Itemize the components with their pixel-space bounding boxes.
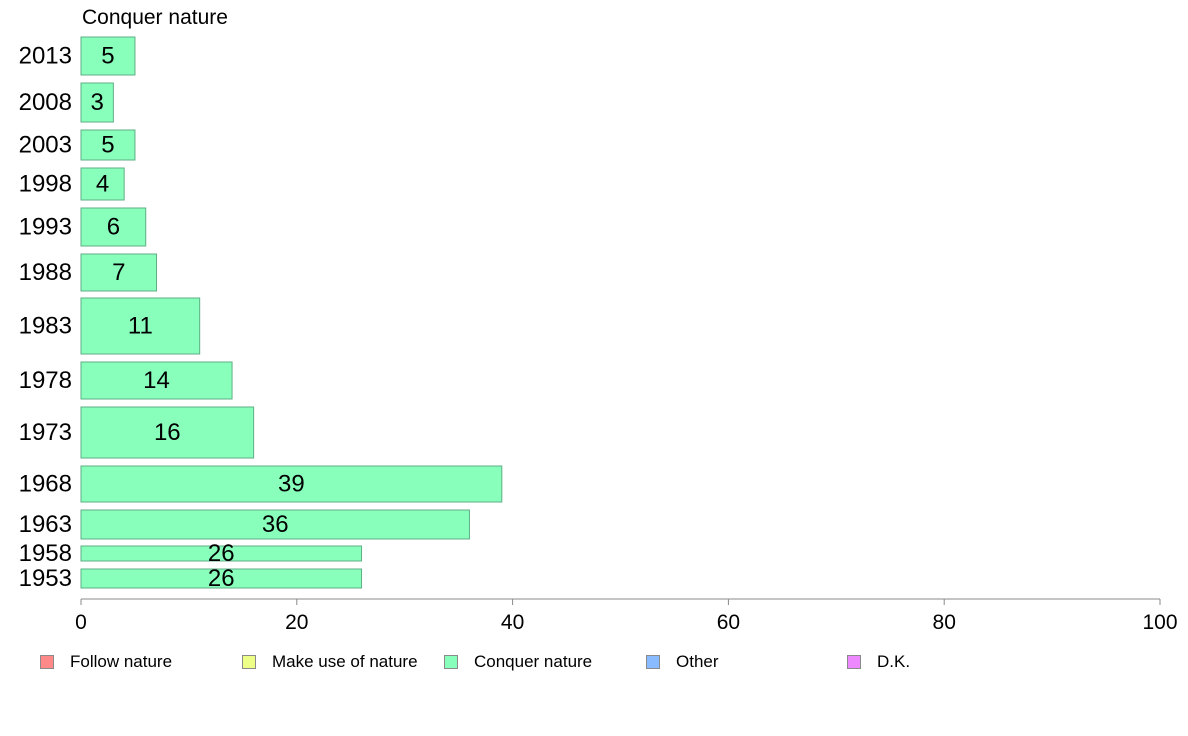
data-label-2003: 5 xyxy=(101,132,114,159)
y-tick-label-2008: 2008 xyxy=(19,89,72,116)
y-tick-label-1968: 1968 xyxy=(19,471,72,498)
y-tick-label-1958: 1958 xyxy=(19,540,72,567)
chart-title: Conquer nature xyxy=(82,6,228,29)
bar-1983 xyxy=(80,297,201,355)
y-tick-label-1993: 1993 xyxy=(19,214,72,241)
bar-1993 xyxy=(80,207,147,247)
legend-label: Other xyxy=(676,652,719,671)
y-tick-label-1953: 1953 xyxy=(19,565,72,592)
bar-2013 xyxy=(80,36,136,76)
x-tick-label-40: 40 xyxy=(501,611,524,634)
data-label-2008: 3 xyxy=(91,89,104,116)
data-label-1988: 7 xyxy=(112,259,125,286)
x-tick-label-0: 0 xyxy=(75,611,87,634)
legend-label: Follow nature xyxy=(70,652,173,671)
data-label-1983: 11 xyxy=(128,313,153,340)
bar-1953 xyxy=(80,568,363,589)
data-label-1963: 36 xyxy=(262,511,289,538)
data-label-2013: 5 xyxy=(101,43,114,70)
legend-label: Make use of nature xyxy=(272,652,418,671)
legend-item: Other xyxy=(646,650,719,674)
y-tick-label-1988: 1988 xyxy=(19,259,72,286)
data-label-1998: 4 xyxy=(96,171,109,198)
bar-1998 xyxy=(80,167,125,201)
legend: Follow nature Make use of nature Conquer n… xyxy=(0,650,1188,674)
legend-item: Conquer nature xyxy=(444,650,592,674)
data-label-1978: 14 xyxy=(143,367,170,394)
bar-2003 xyxy=(80,129,136,161)
y-tick-label-1998: 1998 xyxy=(19,171,72,198)
y-tick-label-2013: 2013 xyxy=(19,43,72,70)
legend-label: Conquer nature xyxy=(474,652,593,671)
plot-area: 5 2013 3 2008 5 2003 4 1998 6 1993 7 1988 11 1983 14 19… xyxy=(19,36,1178,634)
data-label-1958: 26 xyxy=(208,540,235,567)
data-label-1993: 6 xyxy=(107,214,120,241)
bar-1978 xyxy=(80,361,233,400)
x-tick-label-80: 80 xyxy=(933,611,956,634)
y-tick-label-1983: 1983 xyxy=(19,313,72,340)
bar-1968 xyxy=(80,465,503,503)
legend-swatch xyxy=(444,655,458,669)
y-tick-label-1978: 1978 xyxy=(19,367,72,394)
bar-1958 xyxy=(80,545,363,562)
legend-item: Make use of nature xyxy=(242,650,418,674)
legend-item: D.K. xyxy=(847,650,910,674)
x-tick-label-60: 60 xyxy=(717,611,740,634)
x-tick-label-100: 100 xyxy=(1142,611,1177,634)
bar-2008 xyxy=(80,82,114,123)
data-label-1953: 26 xyxy=(208,565,235,592)
y-tick-label-2003: 2003 xyxy=(19,132,72,159)
legend-item: Follow nature xyxy=(40,650,172,674)
legend-swatch xyxy=(40,655,54,669)
legend-swatch xyxy=(242,655,256,669)
data-label-1973: 16 xyxy=(154,419,181,446)
legend-label: D.K. xyxy=(877,652,911,671)
bar-1963 xyxy=(80,509,470,540)
x-tick-label-20: 20 xyxy=(285,611,308,634)
y-tick-label-1963: 1963 xyxy=(19,511,72,538)
bar-1973 xyxy=(80,406,255,459)
legend-swatch xyxy=(646,655,660,669)
data-label-1968: 39 xyxy=(278,471,305,498)
legend-swatch xyxy=(847,655,861,669)
y-tick-label-1973: 1973 xyxy=(19,419,72,446)
bar-1988 xyxy=(80,253,158,292)
